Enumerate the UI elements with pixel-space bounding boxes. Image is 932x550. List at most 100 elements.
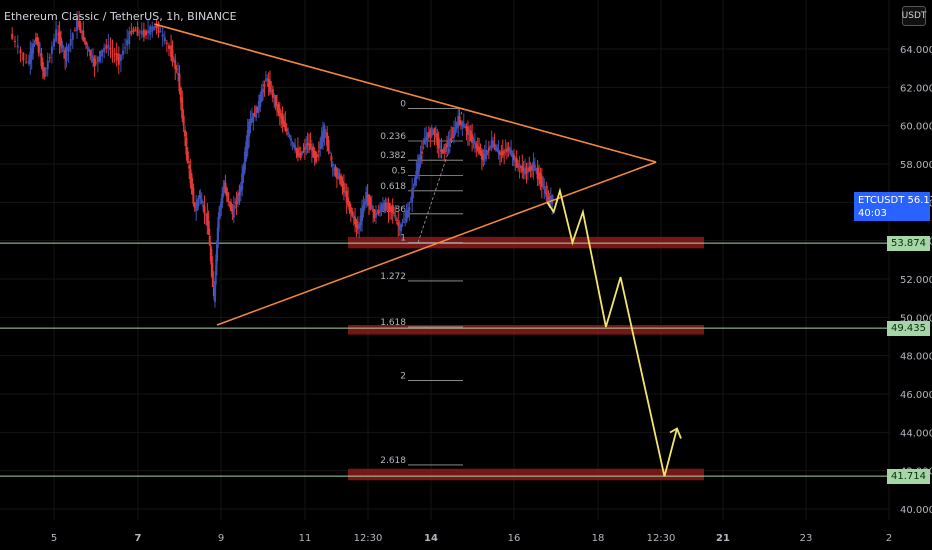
price-tick-label: 52.000 — [900, 275, 932, 286]
candle-body — [436, 133, 439, 146]
candle-body — [544, 189, 547, 193]
candle-body — [510, 149, 513, 156]
candle-body — [282, 120, 285, 127]
candle-body — [115, 52, 118, 61]
fib-label: 1 — [400, 234, 406, 244]
candle-body — [390, 206, 393, 210]
candle-body — [36, 37, 39, 45]
candle-body — [13, 40, 16, 42]
candle-body — [397, 222, 400, 226]
candle-body — [362, 205, 365, 213]
candle-body — [485, 149, 488, 159]
triangle-lower-line — [216, 161, 657, 326]
currency-button[interactable]: USDT — [902, 6, 926, 26]
candle-body — [373, 210, 376, 218]
candle-body — [294, 145, 297, 150]
candle-body — [517, 164, 520, 166]
candle-body — [398, 224, 401, 230]
candle-body — [342, 183, 345, 193]
candle-body — [393, 212, 396, 214]
candle-body — [197, 197, 200, 200]
candle-body — [242, 166, 245, 176]
time-axis[interactable]: 5 7 9 11 12:30 14 16 18 12:30 21 23 2 — [51, 533, 892, 544]
candle-body — [501, 150, 504, 156]
candle-body — [276, 104, 278, 106]
candle-body — [236, 193, 239, 203]
candle-body — [219, 208, 222, 211]
candle-body — [211, 271, 214, 287]
candle-body — [453, 127, 456, 138]
candle-body — [83, 37, 86, 42]
candle-body — [504, 150, 507, 152]
grid — [0, 0, 890, 520]
candle-body — [401, 224, 404, 226]
candle-body — [86, 46, 89, 48]
target-zone — [348, 468, 704, 481]
candle-body — [119, 54, 122, 62]
candle-body — [503, 151, 506, 153]
candle-body — [22, 52, 25, 61]
candle-body — [306, 142, 309, 146]
candle-body — [202, 204, 205, 208]
candle-body — [536, 167, 539, 179]
candle-body — [138, 31, 141, 33]
candle-body — [500, 153, 503, 155]
candle-body — [241, 173, 244, 190]
candle-body — [43, 68, 46, 78]
candle-body — [466, 126, 469, 135]
candle-body — [90, 54, 93, 59]
candle-body — [264, 79, 267, 82]
candle-body — [208, 235, 211, 246]
candle-body — [231, 209, 234, 214]
candle-body — [82, 30, 85, 41]
fib-label: 0.5 — [392, 167, 406, 177]
candle-body — [48, 57, 51, 59]
candle-body — [422, 147, 425, 149]
candle-body — [73, 30, 76, 32]
candle-body — [69, 39, 72, 46]
candle-body — [376, 212, 379, 215]
projection-arrow-head — [669, 427, 682, 439]
candle-body — [370, 204, 373, 210]
candle-body — [499, 152, 501, 155]
candle-body — [405, 210, 408, 222]
candle-body — [547, 196, 550, 205]
candle-body — [270, 89, 273, 92]
candle-body — [341, 181, 344, 186]
candle-body — [182, 115, 185, 126]
price-tick-label: 64.000 — [900, 45, 932, 56]
candle-body — [151, 26, 154, 32]
candle-body — [432, 129, 435, 132]
candle-body — [34, 37, 37, 42]
candle-body — [280, 113, 283, 119]
candle-body — [92, 56, 95, 63]
candle-body — [207, 220, 210, 235]
level-tag: 53.874 — [887, 236, 930, 252]
candle-body — [443, 146, 446, 153]
candle-body — [179, 87, 182, 103]
candle-body — [354, 216, 357, 224]
candle-body — [140, 30, 143, 35]
candle-body — [386, 206, 389, 208]
candle-body — [351, 210, 354, 216]
candle-body — [464, 126, 467, 129]
candle-body — [25, 61, 28, 63]
candle-body — [222, 190, 225, 197]
time-tick-label: 5 — [51, 533, 57, 544]
candle-body — [395, 219, 398, 221]
candle-body — [418, 156, 421, 171]
price-tick-label: 60.000 — [900, 122, 932, 133]
time-tick-label: 12:30 — [354, 533, 383, 544]
candle-body — [195, 205, 198, 207]
candle-body — [540, 176, 543, 187]
candle-body — [230, 202, 233, 211]
candle-body — [394, 215, 397, 219]
time-tick-label: 21 — [716, 533, 730, 544]
candle-body — [167, 45, 170, 49]
candle-body — [153, 25, 156, 31]
time-tick-label: 9 — [218, 533, 224, 544]
candle-body — [309, 143, 312, 150]
candle-body — [232, 205, 235, 219]
candle-body — [478, 146, 481, 154]
